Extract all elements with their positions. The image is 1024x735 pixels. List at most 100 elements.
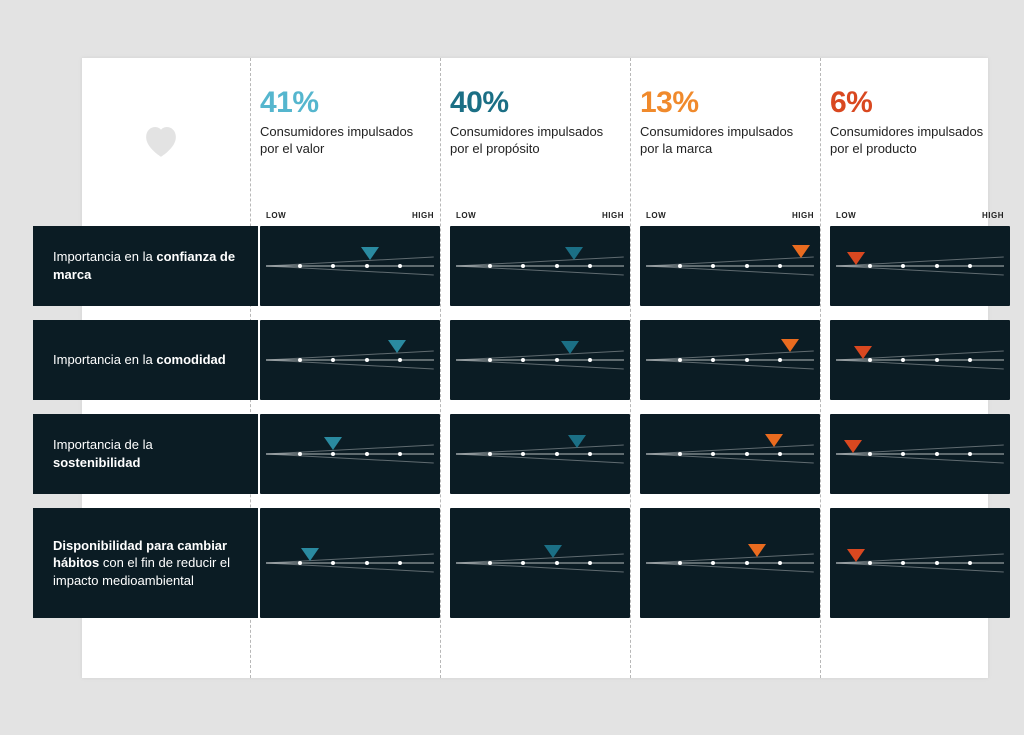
scale-tick: [678, 452, 682, 456]
high-label: HIGH: [982, 211, 1004, 220]
scale-tick: [365, 452, 369, 456]
scale-tick: [778, 452, 782, 456]
scale-track: [836, 444, 1004, 464]
scale-tick: [711, 358, 715, 362]
value-marker: [854, 346, 872, 359]
scale-tick: [678, 264, 682, 268]
heart-icon: [140, 120, 182, 162]
scale-tick: [331, 452, 335, 456]
scale-tick: [398, 358, 402, 362]
scale-tick: [521, 358, 525, 362]
scale-tick: [778, 264, 782, 268]
scale-tick: [588, 452, 592, 456]
scale-tick: [901, 452, 905, 456]
column-description: Consumidores impulsados por el valor: [260, 124, 430, 158]
scale-cell: [450, 414, 630, 494]
value-marker: [847, 252, 865, 265]
value-marker: [361, 247, 379, 260]
scale-tick: [588, 264, 592, 268]
scale-track: [646, 256, 814, 276]
scale-tick: [935, 358, 939, 362]
row-label: Importancia en la comodidad: [33, 320, 258, 400]
high-label: HIGH: [602, 211, 624, 220]
column-percent: 40%: [450, 86, 620, 120]
scale-tick: [398, 452, 402, 456]
scale-track: [456, 350, 624, 370]
high-label: HIGH: [792, 211, 814, 220]
value-marker: [792, 245, 810, 258]
value-marker: [765, 434, 783, 447]
scale-legend: LOWHIGH: [260, 211, 440, 220]
row-label: Importancia de la sostenibilidad: [33, 414, 258, 494]
scale-tick: [935, 264, 939, 268]
scale-tick: [298, 561, 302, 565]
low-label: LOW: [456, 211, 476, 220]
scale-cell: [450, 226, 630, 306]
column-description: Consumidores impulsados por el propósito: [450, 124, 620, 158]
scale-tick: [298, 264, 302, 268]
column-percent: 13%: [640, 86, 810, 120]
scale-tick: [868, 452, 872, 456]
column-header: 13% Consumidores impulsados por la marca: [640, 86, 820, 158]
scale-tick: [868, 264, 872, 268]
scale-tick: [298, 452, 302, 456]
low-label: LOW: [836, 211, 856, 220]
scale-cell: [450, 508, 630, 618]
scale-tick: [331, 358, 335, 362]
high-label: HIGH: [412, 211, 434, 220]
value-marker: [748, 544, 766, 557]
column-header: 41%Consumidores impulsados por el valor: [260, 86, 440, 158]
scale-track: [646, 553, 814, 573]
scale-track: [646, 444, 814, 464]
scale-tick: [868, 358, 872, 362]
scale-cell: [640, 414, 820, 494]
scale-tick: [521, 452, 525, 456]
scale-tick: [935, 452, 939, 456]
scale-cell: [260, 414, 440, 494]
scale-tick: [745, 264, 749, 268]
value-marker: [301, 548, 319, 561]
scale-tick: [968, 264, 972, 268]
row-label: Importancia en la confianza de marca: [33, 226, 258, 306]
scale-tick: [488, 358, 492, 362]
value-marker: [561, 341, 579, 354]
scale-tick: [398, 264, 402, 268]
scale-tick: [588, 358, 592, 362]
scale-legend: LOW HIGH: [830, 211, 1010, 220]
scale-tick: [365, 561, 369, 565]
column-header: 40% Consumidores impulsados por el propós…: [450, 86, 630, 158]
scale-tick: [778, 358, 782, 362]
scale-legend: LOWHIGH: [640, 211, 820, 220]
row-label-text: Importancia en la comodidad: [53, 351, 226, 369]
column-headers: 41%Consumidores impulsados por el valor4…: [260, 86, 1020, 158]
scale-cell: [640, 226, 820, 306]
column-description: Consumidores impulsados por la marca: [640, 124, 810, 158]
scale-track: [456, 553, 624, 573]
scale-tick: [901, 358, 905, 362]
scale-tick: [678, 561, 682, 565]
scale-tick: [555, 264, 559, 268]
scale-cell: [260, 508, 440, 618]
scale-track: [266, 444, 434, 464]
value-marker: [781, 339, 799, 352]
scale-tick: [555, 358, 559, 362]
scale-tick: [555, 452, 559, 456]
scale-tick: [711, 264, 715, 268]
scale-tick: [678, 358, 682, 362]
value-marker: [544, 545, 562, 558]
scale-track: [646, 350, 814, 370]
scale-cell: [830, 508, 1010, 618]
scale-tick: [331, 264, 335, 268]
scale-tick: [745, 561, 749, 565]
value-marker: [388, 340, 406, 353]
scale-tick: [488, 561, 492, 565]
scale-cell: [640, 508, 820, 618]
row-label: Disponibilidad para cambiar hábitos con …: [33, 508, 258, 618]
scale-cell: [260, 320, 440, 400]
row-label-text: Importancia en la confianza de marca: [53, 248, 242, 283]
row-label-text: Importancia de la sostenibilidad: [53, 436, 242, 471]
scale-tick: [901, 264, 905, 268]
scale-tick: [745, 452, 749, 456]
scale-tick: [331, 561, 335, 565]
value-marker: [847, 549, 865, 562]
